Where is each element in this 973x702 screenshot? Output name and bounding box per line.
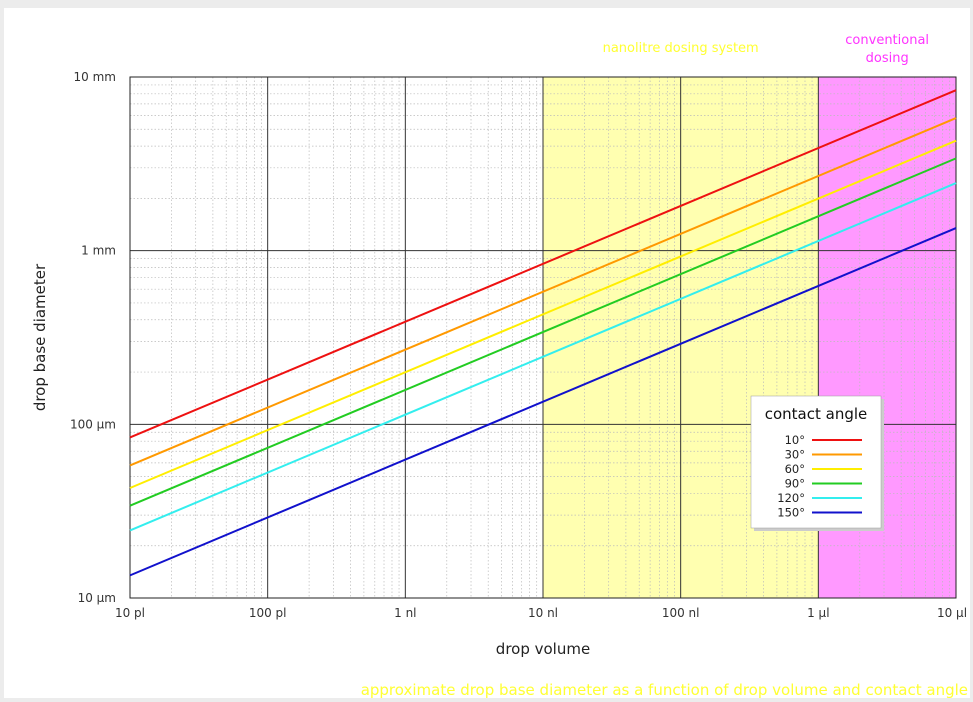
- x-tick-label: 10 pl: [115, 606, 145, 620]
- legend-title: contact angle: [765, 405, 868, 423]
- y-tick-label: 10 mm: [74, 70, 116, 84]
- conventional-label: conventional: [845, 33, 929, 48]
- conventional-label: dosing: [866, 51, 909, 66]
- series-line-4: [129, 182, 957, 532]
- chart-caption: approximate drop base diameter as a func…: [361, 681, 968, 699]
- legend-label: 30°: [785, 448, 805, 462]
- x-tick-label: 1 µl: [807, 606, 829, 620]
- x-tick-label: 100 nl: [662, 606, 700, 620]
- legend-label: 90°: [785, 477, 805, 491]
- x-tick-label: 100 pl: [249, 606, 287, 620]
- series-line-0: [129, 89, 957, 439]
- x-axis-title: drop volume: [496, 640, 590, 658]
- legend-label: 150°: [777, 506, 805, 520]
- legend-box: [750, 395, 882, 529]
- plot-frame: [129, 76, 957, 599]
- x-tick-label: 10 µl: [937, 606, 967, 620]
- series-line-3: [129, 157, 957, 507]
- legend-label: 10°: [785, 433, 805, 447]
- x-tick-label: 10 nl: [528, 606, 558, 620]
- x-tick-label: 1 nl: [394, 606, 416, 620]
- nanolitre-label: nanolitre dosing system: [603, 41, 759, 56]
- legend-label: 120°: [777, 491, 805, 505]
- y-tick-label: 1 mm: [81, 244, 116, 258]
- y-axis-title: drop base diameter: [31, 263, 49, 411]
- series-line-2: [129, 139, 957, 489]
- series-line-5: [129, 227, 957, 577]
- legend-label: 60°: [785, 462, 805, 476]
- series-line-1: [129, 117, 957, 467]
- y-tick-label: 100 µm: [70, 417, 116, 431]
- y-tick-label: 10 µm: [78, 591, 116, 605]
